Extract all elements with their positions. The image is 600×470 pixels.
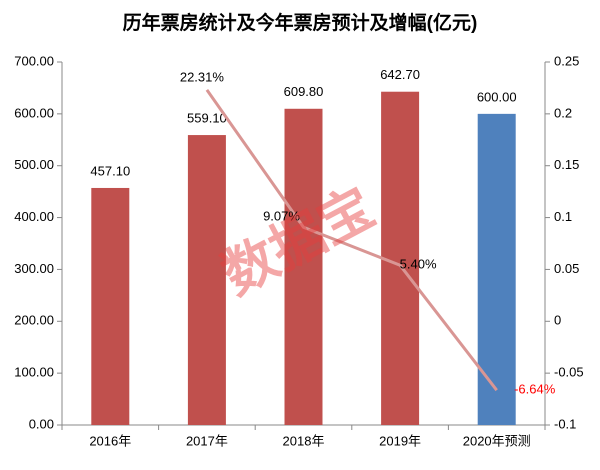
y-tick-label: 700.00 <box>14 53 54 68</box>
y-tick-label: 300.00 <box>14 261 54 276</box>
x-tick-label: 2018年 <box>283 433 325 448</box>
x-tick-label: 2017年 <box>186 433 228 448</box>
y-tick-label: 600.00 <box>14 105 54 120</box>
line-value-label: 5.40% <box>400 257 437 272</box>
y2-tick-label: 0.25 <box>554 53 579 68</box>
y2-tick-label: -0.1 <box>554 416 576 431</box>
y-tick-label: 500.00 <box>14 157 54 172</box>
x-tick-label: 2019年 <box>379 433 421 448</box>
bar <box>91 187 130 425</box>
y-tick-label: 0.00 <box>29 416 54 431</box>
bar-value-label: 642.70 <box>380 67 420 82</box>
bar-value-label: 600.00 <box>477 89 517 104</box>
y2-tick-label: -0.05 <box>554 365 584 380</box>
y2-tick-label: 0.15 <box>554 157 579 172</box>
x-tick-label: 2016年 <box>89 433 131 448</box>
y2-tick-label: 0.05 <box>554 261 579 276</box>
bar-value-label: 609.80 <box>284 84 324 99</box>
bar-value-label: 559.10 <box>187 111 227 126</box>
y2-tick-label: 0.2 <box>554 105 572 120</box>
growth-line <box>205 89 498 392</box>
bar <box>284 108 323 425</box>
bar <box>477 113 516 425</box>
y2-tick-label: 0 <box>554 313 561 328</box>
x-tick-label: 2020年预测 <box>463 433 531 448</box>
y-tick-label: 200.00 <box>14 313 54 328</box>
y-tick-label: 100.00 <box>14 365 54 380</box>
bar-value-label: 457.10 <box>90 163 130 178</box>
y-tick-label: 400.00 <box>14 209 54 224</box>
bar <box>187 135 226 425</box>
y2-tick-label: 0.1 <box>554 209 572 224</box>
line-value-label: 22.31% <box>180 69 225 84</box>
chart-title: 历年票房统计及今年票房预计及增幅(亿元) <box>123 11 478 34</box>
line-value-label: -6.64% <box>514 382 556 397</box>
line-value-label: 9.07% <box>263 209 300 224</box>
bar <box>381 91 420 425</box>
